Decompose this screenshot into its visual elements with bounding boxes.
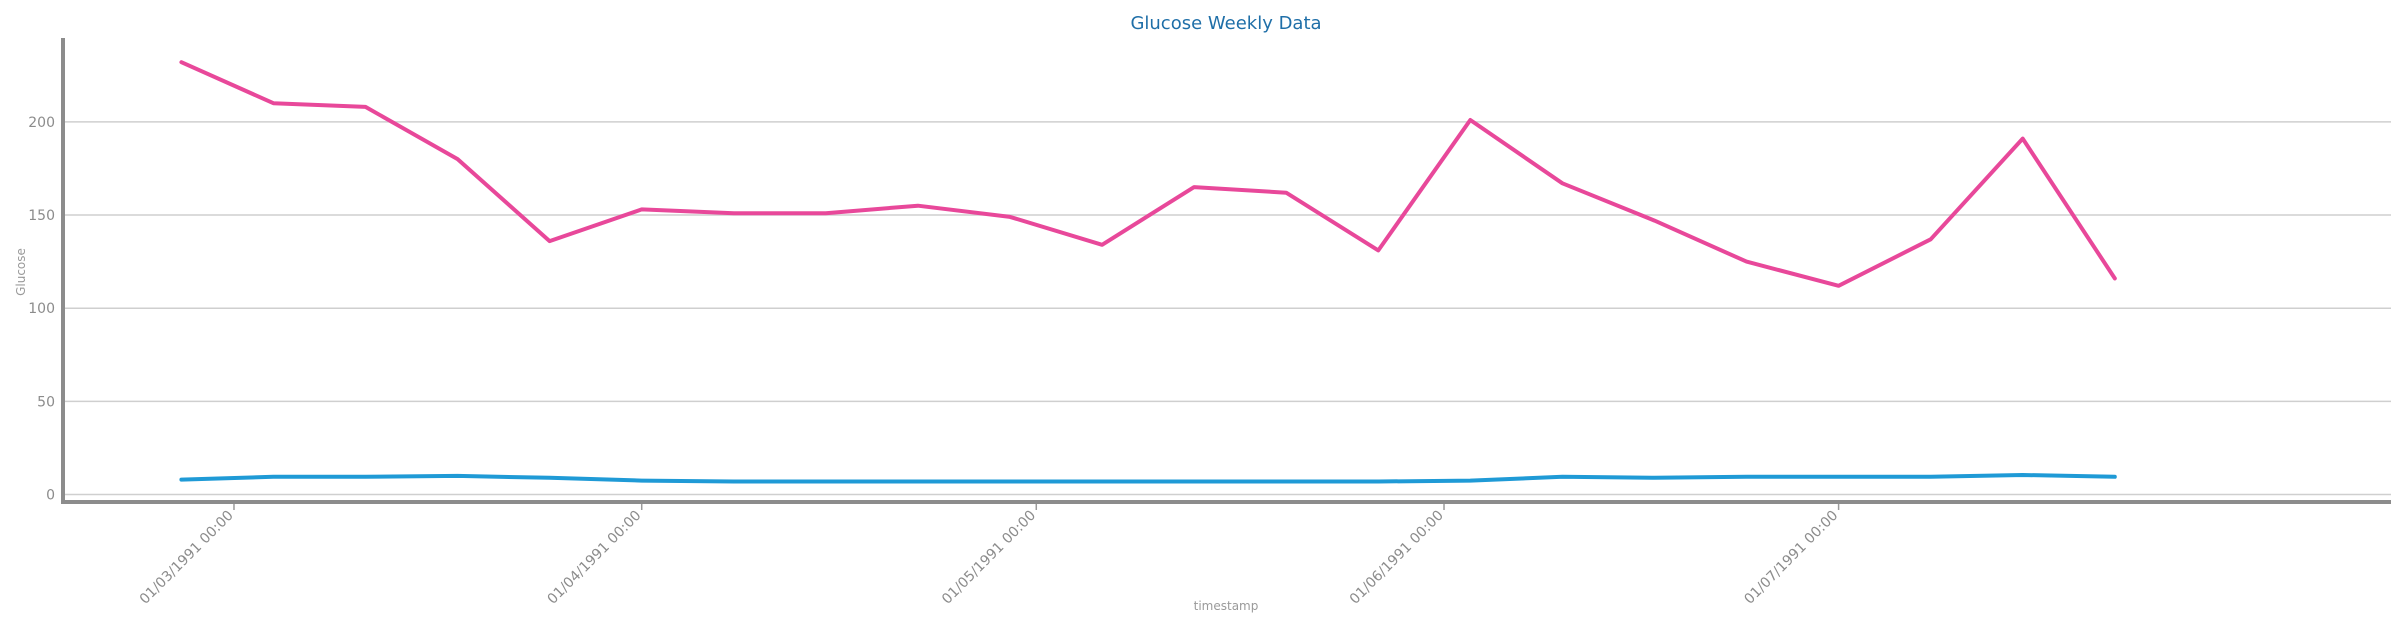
gridlines <box>63 121 2391 496</box>
y-tick-label: 150 <box>28 208 55 224</box>
x-tick-label: 01/05/1991 00:00 <box>939 508 1039 608</box>
series-lines <box>179 60 2117 484</box>
x-tick-label: 01/06/1991 00:00 <box>1347 508 1447 608</box>
x-tick-labels: 01/03/1991 00:00 01/04/1991 00:00 01/05/19… <box>137 504 1841 608</box>
y-tick-label: 0 <box>46 488 55 504</box>
series-line-2 <box>179 473 2117 484</box>
axes-frame <box>61 38 2391 504</box>
series-line-1 <box>179 60 2117 288</box>
y-tick-label: 100 <box>28 301 55 317</box>
x-tick-label: 01/03/1991 00:00 <box>137 508 237 608</box>
x-tick-label: 01/07/1991 00:00 <box>1741 508 1841 608</box>
x-axis-title: timestamp <box>1194 599 1259 613</box>
y-tick-labels: 0 50 100 150 200 <box>28 115 55 504</box>
y-axis-title: Glucose <box>14 248 28 296</box>
y-tick-label: 50 <box>37 394 55 410</box>
x-tick-label: 01/04/1991 00:00 <box>544 508 644 608</box>
y-tick-label: 200 <box>28 115 55 131</box>
chart-title: Glucose Weekly Data <box>1130 13 1321 34</box>
